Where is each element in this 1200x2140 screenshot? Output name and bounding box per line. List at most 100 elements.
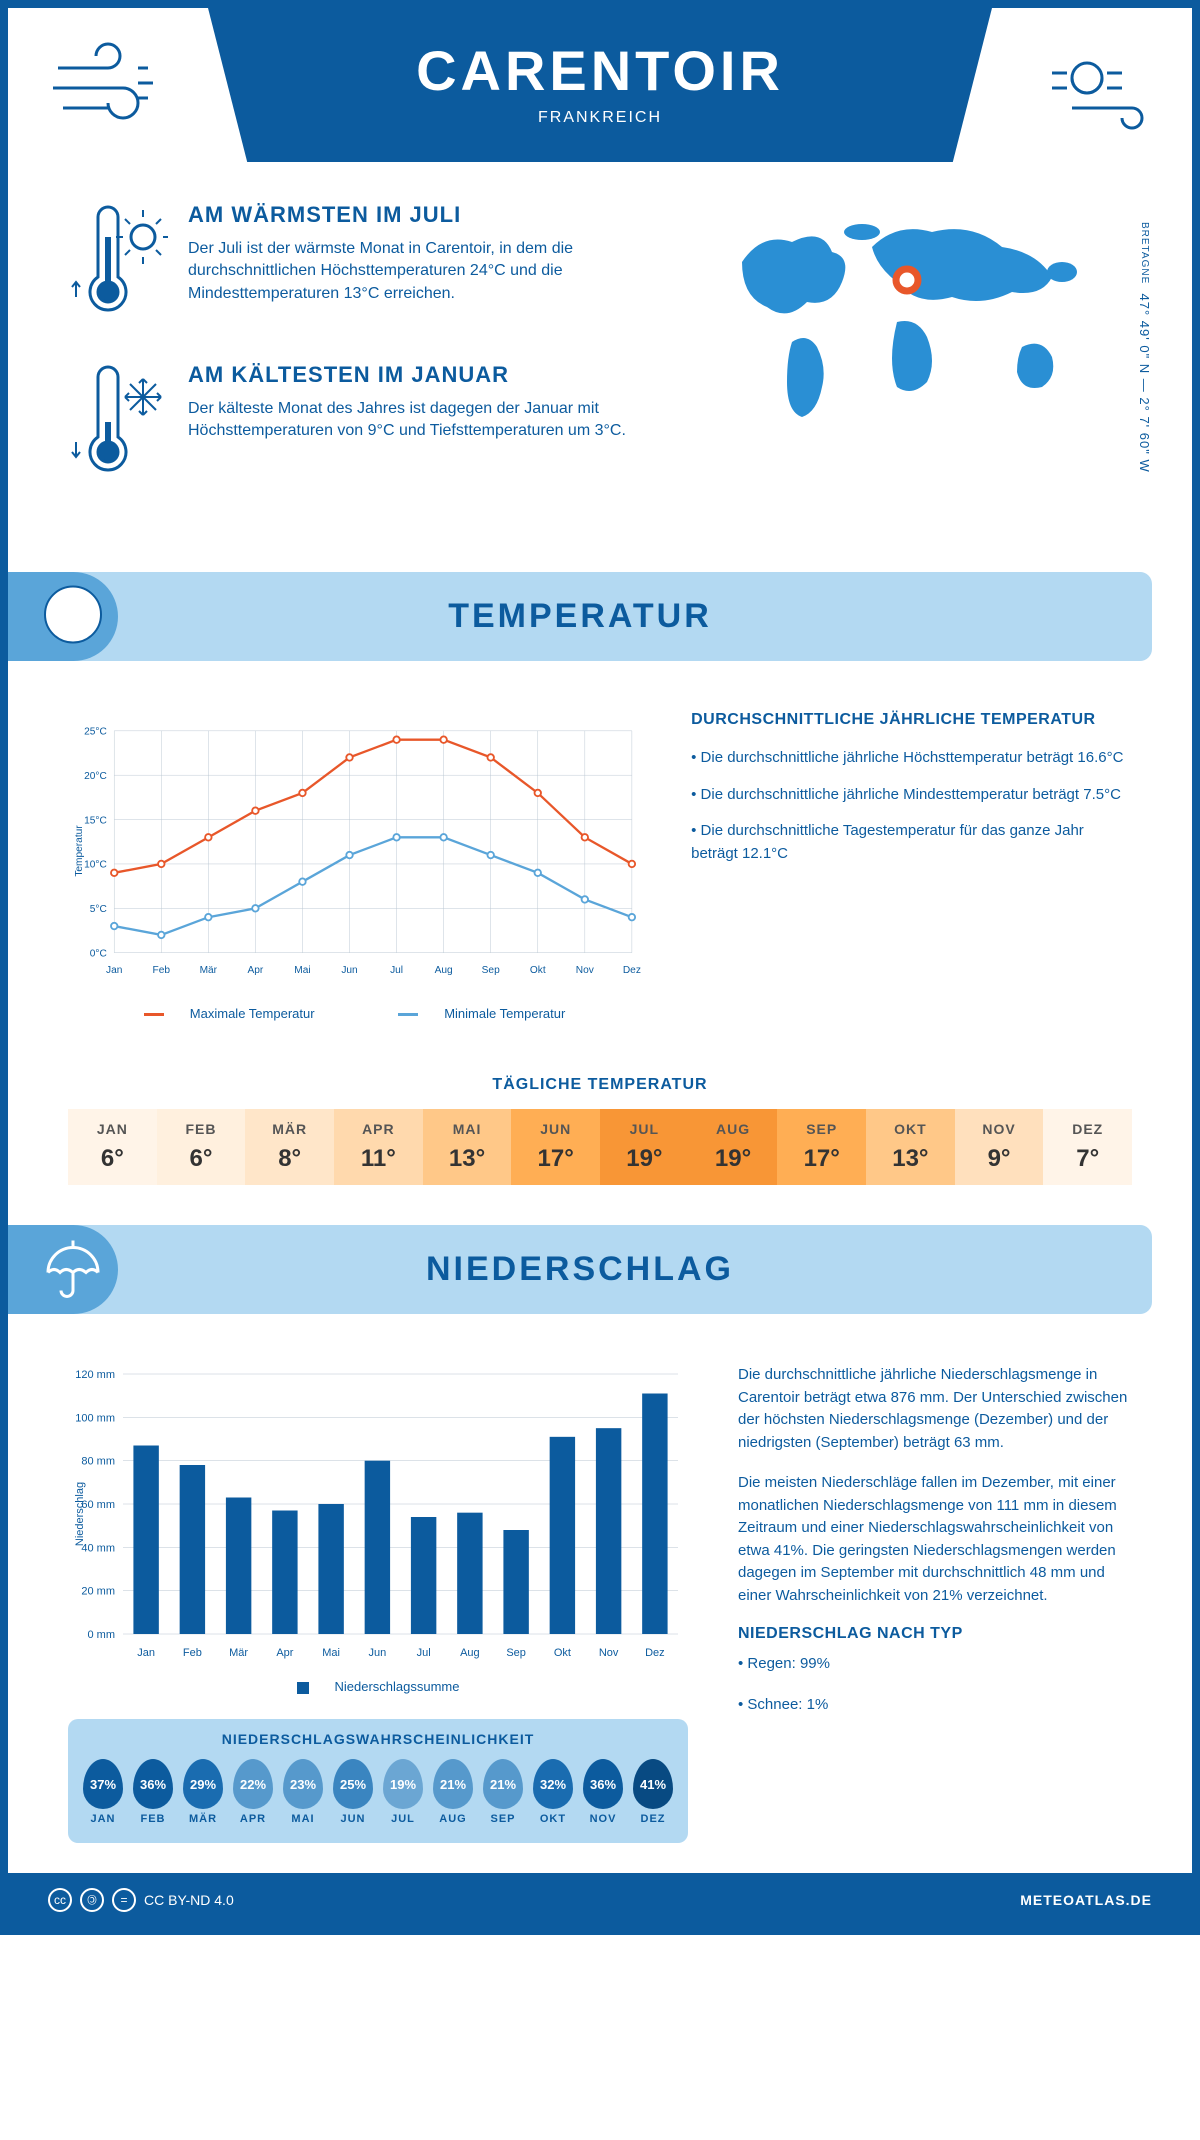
wind-icon	[48, 38, 178, 143]
daily-temp-cell: MAI13°	[423, 1109, 512, 1185]
intro-section: AM WÄRMSTEN IM JULI Der Juli ist der wär…	[8, 162, 1192, 552]
svg-text:Mai: Mai	[294, 965, 310, 976]
precip-prob-drop: 41%DEZ	[628, 1759, 678, 1825]
svg-text:Sep: Sep	[482, 965, 500, 976]
svg-text:Okt: Okt	[554, 1647, 571, 1659]
svg-text:Mär: Mär	[200, 965, 218, 976]
svg-text:15°C: 15°C	[84, 815, 107, 826]
svg-text:40 mm: 40 mm	[81, 1542, 115, 1554]
svg-text:10°C: 10°C	[84, 860, 107, 871]
coldest-title: AM KÄLTESTEN IM JANUAR	[188, 362, 672, 388]
warmest-text: Der Juli ist der wärmste Monat in Carent…	[188, 238, 672, 305]
precipitation-bar-chart: 0 mm 20 mm 40 mm 60 mm 80 mm 100 mm 120 mm Nied…	[68, 1364, 688, 1664]
svg-text:Jan: Jan	[137, 1647, 155, 1659]
svg-text:20°C: 20°C	[84, 771, 107, 782]
svg-text:Nov: Nov	[576, 965, 595, 976]
daily-temp-cell: JUN17°	[511, 1109, 600, 1185]
svg-text:25°C: 25°C	[84, 727, 107, 738]
precip-prob-drop: 21%SEP	[478, 1759, 528, 1825]
precipitation-banner: NIEDERSCHLAG	[8, 1225, 1152, 1314]
temperature-banner: TEMPERATUR	[8, 572, 1152, 661]
daily-temp-title: TÄGLICHE TEMPERATUR	[8, 1076, 1192, 1094]
svg-text:20 mm: 20 mm	[81, 1586, 115, 1598]
svg-text:60 mm: 60 mm	[81, 1499, 115, 1511]
site-credit: METEOATLAS.DE	[1020, 1892, 1152, 1908]
svg-text:100 mm: 100 mm	[75, 1412, 115, 1424]
warmest-title: AM WÄRMSTEN IM JULI	[188, 202, 672, 228]
sun-icon	[38, 579, 108, 654]
infographic-page: CARENTOIR FRANKREICH	[0, 0, 1200, 1935]
precip-prob-drop: 36%NOV	[578, 1759, 628, 1825]
by-icon: 🄯	[80, 1888, 104, 1912]
svg-text:Feb: Feb	[153, 965, 171, 976]
precip-prob-drop: 37%JAN	[78, 1759, 128, 1825]
cc-icon: cc	[48, 1888, 72, 1912]
svg-text:120 mm: 120 mm	[75, 1369, 115, 1381]
daily-temp-cell: JUL19°	[600, 1109, 689, 1185]
umbrella-icon	[38, 1232, 108, 1307]
svg-text:Jul: Jul	[417, 1647, 431, 1659]
precip-prob-drop: 32%OKT	[528, 1759, 578, 1825]
page-title: CARENTOIR	[208, 38, 992, 103]
warmest-block: AM WÄRMSTEN IM JULI Der Juli ist der wär…	[68, 202, 672, 327]
svg-text:Mär: Mär	[229, 1647, 248, 1659]
daily-temp-table: JAN6°FEB6°MÄR8°APR11°MAI13°JUN17°JUL19°A…	[68, 1109, 1132, 1185]
svg-text:Jun: Jun	[341, 965, 357, 976]
coordinates: BRETAGNE 47° 49' 0" N — 2° 7' 60" W	[1137, 222, 1152, 473]
svg-text:Aug: Aug	[435, 965, 453, 976]
temperature-info: DURCHSCHNITTLICHE JÄHRLICHE TEMPERATUR •…	[691, 711, 1132, 1021]
world-map: BRETAGNE 47° 49' 0" N — 2° 7' 60" W	[712, 202, 1132, 522]
daily-temp-cell: APR11°	[334, 1109, 423, 1185]
svg-text:Nov: Nov	[599, 1647, 619, 1659]
daily-temp-cell: MÄR8°	[245, 1109, 334, 1185]
svg-text:Dez: Dez	[645, 1647, 665, 1659]
wind-icon	[1022, 38, 1152, 143]
coldest-text: Der kälteste Monat des Jahres ist dagege…	[188, 398, 672, 443]
svg-text:Niederschlag: Niederschlag	[74, 1482, 86, 1546]
precip-prob-drop: 36%FEB	[128, 1759, 178, 1825]
precip-prob-drop: 21%AUG	[428, 1759, 478, 1825]
svg-text:Jun: Jun	[369, 1647, 387, 1659]
svg-text:Apr: Apr	[276, 1647, 293, 1659]
temperature-chart-row: 0°C 5°C 10°C 15°C 20°C 25°C Jan Feb Mär Apr Mai Jun…	[8, 691, 1192, 1051]
svg-text:5°C: 5°C	[90, 904, 107, 915]
precip-prob-drop: 23%MAI	[278, 1759, 328, 1825]
thermometer-cold-icon	[68, 362, 168, 487]
svg-text:Mai: Mai	[322, 1647, 340, 1659]
precip-prob-drop: 19%JUL	[378, 1759, 428, 1825]
svg-text:Jul: Jul	[390, 965, 403, 976]
svg-text:Apr: Apr	[247, 965, 263, 976]
nd-icon: =	[112, 1888, 136, 1912]
svg-text:Dez: Dez	[623, 965, 641, 976]
daily-temp-cell: JAN6°	[68, 1109, 157, 1185]
svg-text:Aug: Aug	[460, 1647, 480, 1659]
svg-text:Feb: Feb	[183, 1647, 202, 1659]
temperature-line-chart: 0°C 5°C 10°C 15°C 20°C 25°C Jan Feb Mär Apr Mai Jun…	[68, 711, 641, 991]
temperature-legend: Maximale Temperatur Minimale Temperatur	[68, 1006, 641, 1021]
precipitation-legend: Niederschlagssumme	[68, 1679, 688, 1694]
svg-text:Jan: Jan	[106, 965, 122, 976]
daily-temp-cell: DEZ7°	[1043, 1109, 1132, 1185]
daily-temp-cell: NOV9°	[955, 1109, 1044, 1185]
precipitation-probability: NIEDERSCHLAGSWAHRSCHEINLICHKEIT 37%JAN36…	[68, 1719, 688, 1843]
svg-text:Sep: Sep	[506, 1647, 526, 1659]
precipitation-chart-row: 0 mm 20 mm 40 mm 60 mm 80 mm 100 mm 120 mm Nied…	[8, 1344, 1192, 1873]
daily-temp-cell: SEP17°	[777, 1109, 866, 1185]
daily-temp-cell: FEB6°	[157, 1109, 246, 1185]
svg-text:0 mm: 0 mm	[88, 1629, 116, 1641]
header-banner: CARENTOIR FRANKREICH	[208, 8, 992, 162]
svg-text:Temperatur: Temperatur	[74, 825, 85, 877]
precipitation-info: Die durchschnittliche jährliche Niedersc…	[738, 1364, 1132, 1843]
svg-text:0°C: 0°C	[90, 948, 107, 959]
daily-temp-cell: OKT13°	[866, 1109, 955, 1185]
thermometer-hot-icon	[68, 202, 168, 327]
svg-text:Okt: Okt	[530, 965, 546, 976]
precip-prob-drop: 29%MÄR	[178, 1759, 228, 1825]
precip-prob-drop: 25%JUN	[328, 1759, 378, 1825]
coldest-block: AM KÄLTESTEN IM JANUAR Der kälteste Mona…	[68, 362, 672, 487]
daily-temp-cell: AUG19°	[689, 1109, 778, 1185]
svg-text:80 mm: 80 mm	[81, 1456, 115, 1468]
precip-prob-drop: 22%APR	[228, 1759, 278, 1825]
page-subtitle: FRANKREICH	[208, 109, 992, 127]
license-block: cc 🄯 = CC BY-ND 4.0	[48, 1888, 234, 1912]
